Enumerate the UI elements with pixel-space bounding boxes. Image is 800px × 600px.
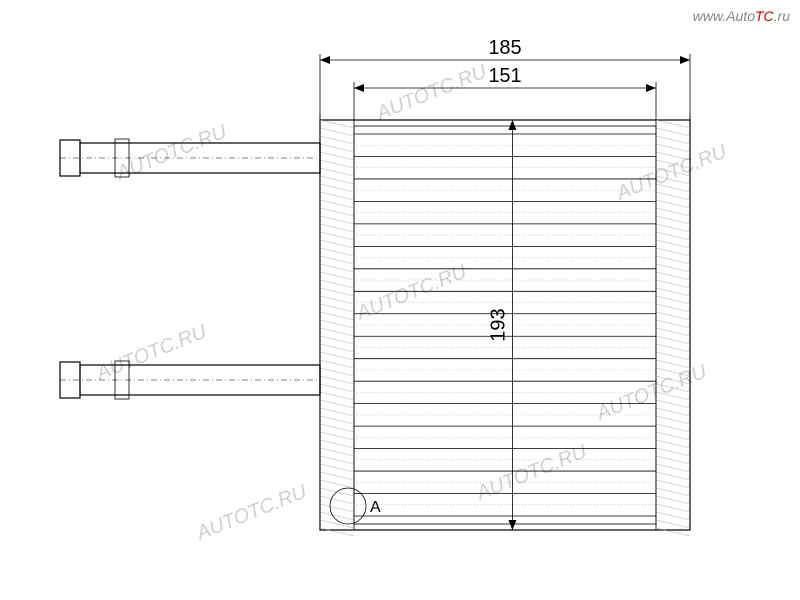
watermark-text: AUTOTC.RU (593, 360, 711, 425)
hatch-column (320, 120, 354, 536)
radiator-diagram: AUTOTC.RUAUTOTC.RUAUTOTC.RUAUTOTC.RUAUTO… (0, 0, 800, 600)
watermark-text: AUTOTC.RU (613, 140, 731, 205)
watermark-text: AUTOTC.RU (193, 480, 311, 545)
watermark-text: AUTOTC.RU (373, 60, 491, 125)
source-url: www.AutoTC.ru (693, 8, 790, 24)
watermark-text: AUTOTC.RU (473, 440, 591, 505)
watermark-text: AUTOTC.RU (353, 260, 471, 325)
dim-label: 185 (488, 37, 521, 59)
url-red: TC (755, 8, 774, 24)
watermark-text: AUTOTC.RU (93, 320, 211, 385)
dim-label: 193 (487, 308, 509, 341)
watermark-text: AUTOTC.RU (113, 120, 231, 185)
dim-label: 151 (488, 65, 521, 87)
url-suffix: .ru (774, 8, 790, 24)
url-prefix: www.Auto (693, 8, 755, 24)
detail-label: A (370, 499, 381, 516)
